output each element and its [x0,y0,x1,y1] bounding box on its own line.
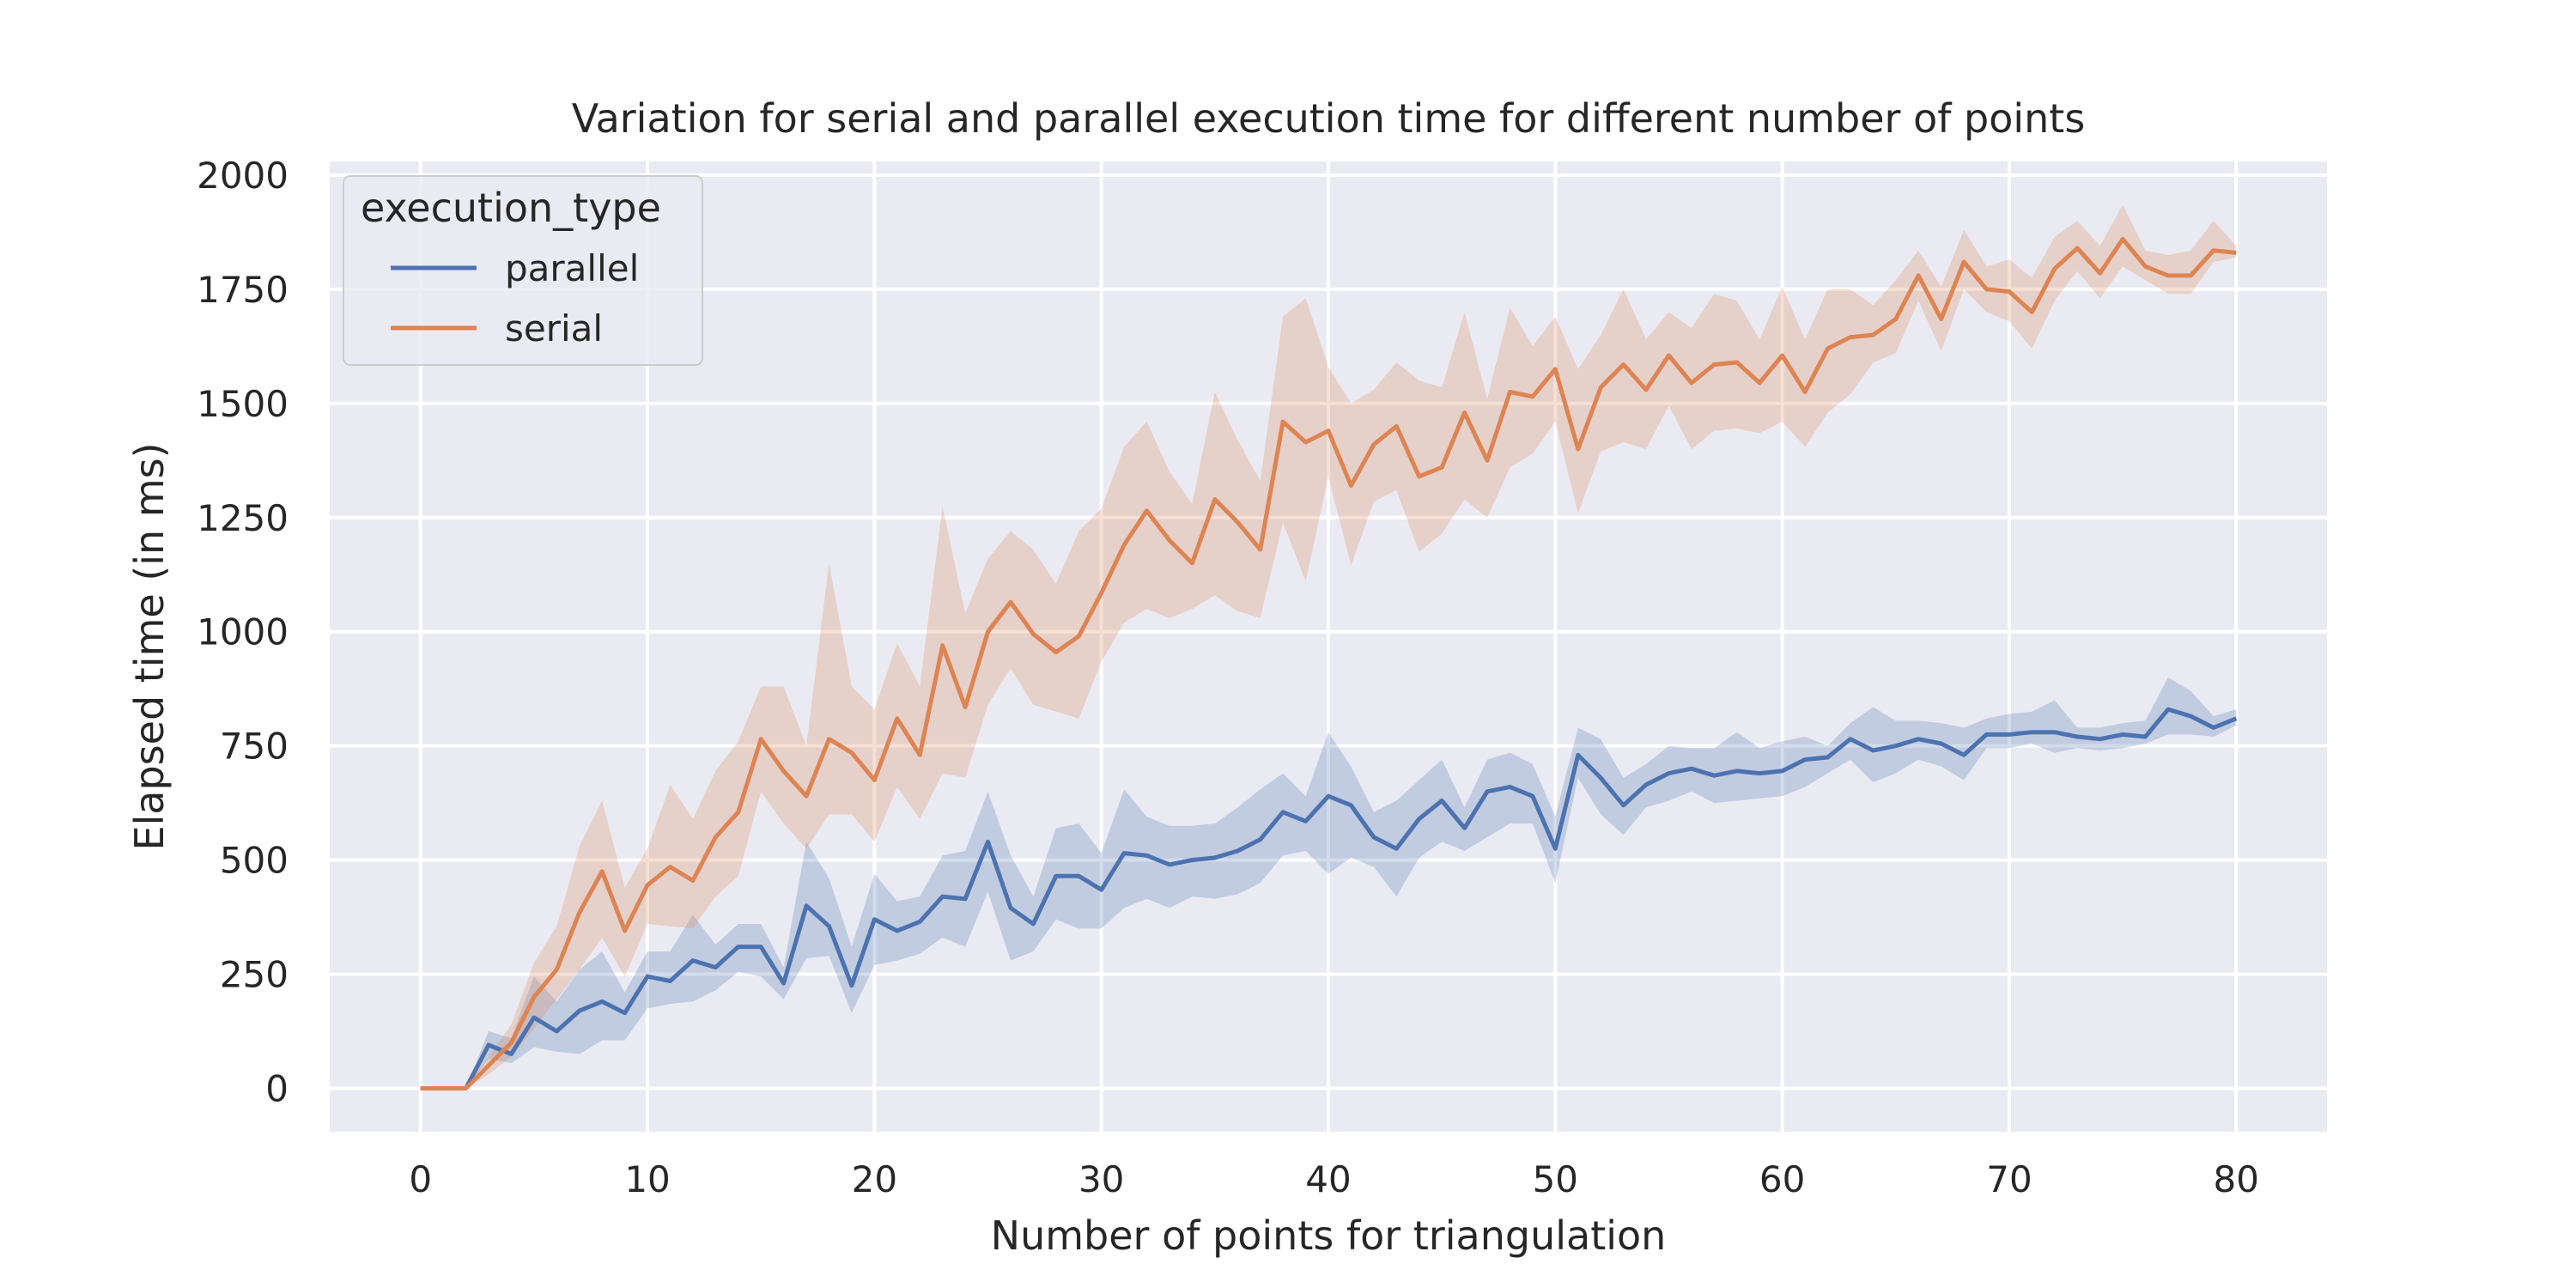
x-tick-labels: 0 10 20 30 40 50 60 70 80 [409,1158,2259,1200]
y-tick-label: 750 [220,726,289,768]
legend-label-parallel: parallel [505,247,639,289]
y-tick-label: 1250 [197,497,289,539]
y-tick-label: 1500 [197,383,289,425]
series-lines [420,236,2238,1091]
x-tick-label: 0 [409,1158,432,1200]
y-axis-label: Elapsed time (in ms) [126,442,173,850]
y-tick-label: 1000 [197,611,289,653]
y-tick-label: 250 [220,954,289,996]
x-tick-label: 30 [1078,1158,1124,1200]
legend-label-serial: serial [505,307,603,349]
y-tick-labels: 0 250 500 750 1000 1250 1500 1750 2000 [197,155,289,1110]
y-tick-label: 0 [265,1067,289,1109]
x-tick-label: 70 [1986,1158,2032,1200]
parallel-confidence-band [420,677,2237,1089]
chart-title: Variation for serial and parallel execut… [572,95,2086,142]
x-tick-label: 10 [624,1158,670,1200]
x-tick-label: 60 [1759,1158,1805,1200]
y-tick-label: 2000 [197,155,289,197]
legend: execution_type parallel serial [343,175,703,366]
legend-box [343,175,703,366]
serial-line [420,236,2237,1091]
y-tick-label: 1750 [197,269,289,311]
parallel-line [420,707,2238,1091]
legend-title: execution_type [361,185,661,231]
x-tick-label: 40 [1305,1158,1351,1200]
confidence-bands [420,204,2237,1089]
x-tick-label: 80 [2214,1158,2259,1200]
x-tick-label: 20 [852,1158,897,1200]
y-tick-label: 500 [220,840,289,882]
x-tick-label: 50 [1533,1158,1578,1200]
serial-confidence-band [420,204,2237,1089]
x-axis-label: Number of points for triangulation [991,1212,1667,1259]
